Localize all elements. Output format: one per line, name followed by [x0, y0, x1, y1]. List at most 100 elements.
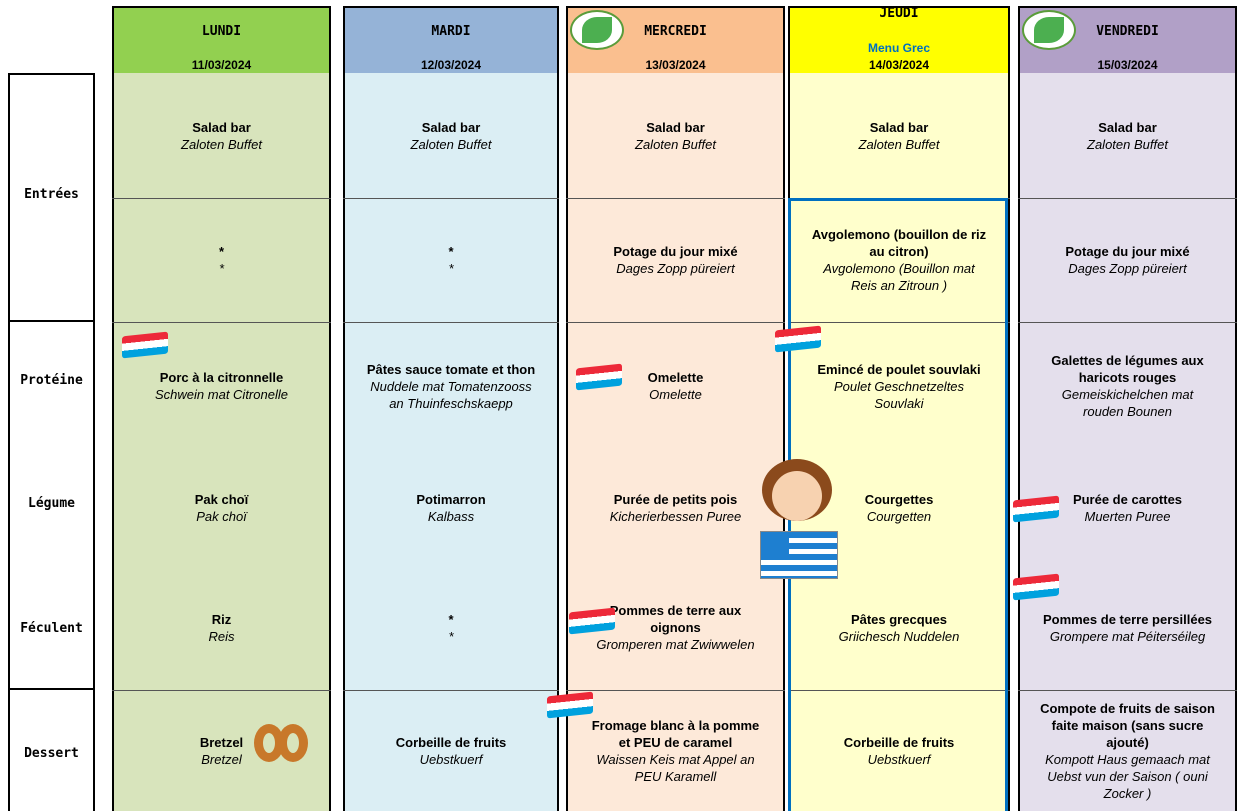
- dish-lb: Grompere mat Péiterséileg: [1049, 628, 1206, 644]
- day-note: Menu Grec: [867, 41, 930, 55]
- dish-lb: Griichesch Nuddelen: [838, 628, 960, 644]
- eco-icon: [1022, 10, 1076, 50]
- menu-cell: Pâtes sauce tomate et thon Nuddele mat To…: [343, 322, 559, 450]
- menu-cell: Corbeille de fruits Uebstkuerf: [343, 690, 559, 811]
- day-column: [566, 73, 785, 811]
- dish-fr: Pâtes sauce tomate et thon: [366, 361, 536, 377]
- dish-fr: Salad bar: [421, 119, 481, 135]
- dish-fr: Salad bar: [869, 119, 929, 135]
- dish-lb: Schwein mat Citronelle: [155, 387, 288, 402]
- menu-cell: Courgettes Courgetten: [788, 450, 1010, 565]
- dish-fr: Bretzel: [199, 734, 244, 750]
- day-date: 15/03/2024: [1097, 58, 1158, 72]
- row-line: [112, 690, 331, 691]
- label-box: [8, 690, 95, 811]
- dish-lb: Bretzel: [201, 751, 242, 767]
- dish-fr: Purée de petits pois: [613, 491, 738, 507]
- face: [772, 471, 822, 521]
- dish-lb: Omelette: [649, 387, 702, 402]
- day-header: MARDI 12/03/2024: [343, 6, 559, 74]
- row-label: Dessert: [24, 746, 79, 761]
- day-column: [112, 73, 331, 811]
- menu-cell: Emincé de poulet souvlaki Poulet Geschnet…: [788, 322, 1010, 450]
- day-name: MARDI: [431, 24, 471, 39]
- menu-cell: Salad bar Zaloten Buffet: [112, 73, 331, 198]
- row-line: [1018, 690, 1237, 691]
- row-line: [343, 690, 559, 691]
- dish-lb: Zaloten Buffet: [858, 136, 940, 152]
- dish-lb: Avgolemono (Bouillon mat Reis an Zitroun…: [823, 261, 975, 293]
- menu-cell: Pommes de terre persillées Grompere mat P…: [1018, 565, 1237, 690]
- dish-fr: *: [218, 244, 225, 259]
- label-box: [8, 73, 95, 322]
- day-name: JEUDI: [879, 6, 919, 21]
- menu-cell: Omelette Omelette: [566, 322, 785, 450]
- dish-lb: Zaloten Buffet: [1087, 136, 1168, 152]
- menu-cell: Salad bar Zaloten Buffet: [566, 73, 785, 198]
- girl-illustration: [752, 455, 844, 585]
- dish-fr: Salad bar: [1098, 119, 1157, 135]
- menu-cell: Pâtes grecques Griichesch Nuddelen: [788, 565, 1010, 690]
- dish-lb: Zaloten Buffet: [410, 136, 492, 152]
- day-column: [343, 73, 559, 811]
- menu-cell: Galettes de légumes aux haricots rouges G…: [1018, 322, 1237, 450]
- menu-cell: Riz Reis: [112, 565, 331, 690]
- dish-lb: Uebstkuerf: [867, 751, 931, 767]
- day-date: 14/03/2024: [868, 58, 930, 72]
- row-line: [1018, 322, 1237, 323]
- day-name: VENDREDI: [1096, 24, 1159, 39]
- dish-lb: Kalbass: [427, 508, 475, 524]
- row-line: [788, 690, 1010, 691]
- menu-cell: * *: [343, 565, 559, 690]
- dish-lb: Gemeiskichelchen mat rouden Bounen: [1061, 387, 1194, 419]
- menu-cell: Pommes de terre aux oignons Gromperen mat…: [566, 565, 785, 690]
- menu-cell: Purée de petits pois Kicherierbessen Pure…: [566, 450, 785, 565]
- dish-fr: Avgolemono (bouillon de riz au citron): [811, 227, 987, 259]
- menu-cell: Potage du jour mixé Dages Zopp püreiert: [1018, 198, 1237, 322]
- dish-fr: Riz: [211, 611, 232, 627]
- dish-lb: Dages Zopp püreiert: [1068, 261, 1187, 276]
- dish-fr: Potage du jour mixé: [1065, 244, 1190, 259]
- dish-fr: *: [448, 244, 454, 259]
- dish-lb: Zaloten Buffet: [635, 136, 716, 152]
- loop: [278, 724, 308, 762]
- row-line: [1018, 198, 1237, 199]
- dish-fr: Compote de fruits de saison faite maison…: [1040, 700, 1215, 750]
- dish-lb: *: [448, 628, 454, 644]
- row-line: [566, 322, 785, 323]
- row-line: [566, 198, 785, 199]
- dish-fr: Galettes de légumes aux haricots rouges: [1051, 353, 1204, 385]
- dish-fr: Porc à la citronnelle: [159, 370, 284, 385]
- dish-fr: *: [448, 611, 454, 627]
- day-header: LUNDI 11/03/2024: [112, 6, 331, 74]
- pretzel-icon: [252, 722, 312, 772]
- dish-fr: Corbeille de fruits: [395, 734, 507, 750]
- day-name: LUNDI: [201, 24, 242, 39]
- leaf: [582, 17, 612, 43]
- day-column: [788, 73, 1010, 811]
- dish-fr: Pommes de terre persillées: [1042, 611, 1213, 627]
- day-header: JEUDI Menu Grec 14/03/2024: [788, 6, 1010, 74]
- row-line: [343, 198, 559, 199]
- menu-cell: Potage du jour mixé Dages Zopp püreiert: [566, 198, 785, 322]
- row-line: [112, 322, 331, 323]
- row-label: Entrées: [24, 187, 79, 202]
- menu-cell: Corbeille de fruits Uebstkuerf: [788, 690, 1010, 811]
- row-line: [112, 198, 331, 199]
- menu-cell: Porc à la citronnelle Schwein mat Citrone…: [112, 322, 331, 450]
- row-label: Légume: [28, 496, 75, 511]
- dish-lb: Waissen Keis mat Appel an PEU Karamell: [596, 751, 755, 784]
- dish-fr: Purée de carottes: [1072, 491, 1183, 507]
- dish-lb: Kompott Haus gemaach mat Uebst vun der S…: [1045, 751, 1210, 801]
- dish-fr: Emincé de poulet souvlaki: [817, 361, 981, 377]
- dish-fr: Pâtes grecques: [850, 611, 948, 627]
- dish-fr: Corbeille de fruits: [843, 734, 955, 750]
- dish-lb: Reis: [208, 628, 235, 644]
- row-label: Protéine: [20, 373, 83, 388]
- dish-fr: Potimarron: [416, 491, 486, 507]
- day-column: [1018, 73, 1237, 811]
- row-label: Féculent: [20, 621, 83, 636]
- menu-cell: Bretzel Bretzel: [112, 690, 331, 811]
- dish-lb: Poulet Geschnetzeltes Souvlaki: [833, 378, 965, 411]
